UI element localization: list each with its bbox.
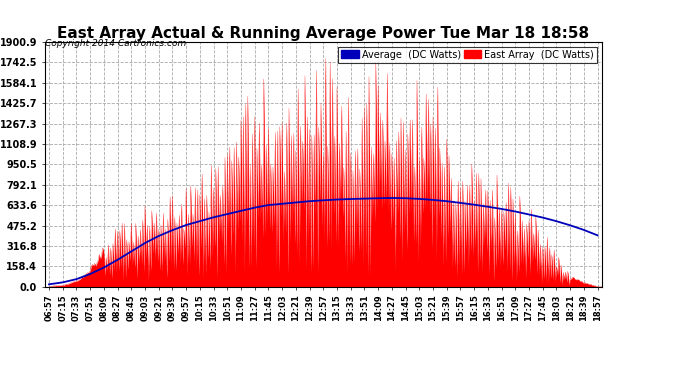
Text: Copyright 2014 Cartronics.com: Copyright 2014 Cartronics.com	[45, 39, 186, 48]
Title: East Array Actual & Running Average Power Tue Mar 18 18:58: East Array Actual & Running Average Powe…	[57, 26, 589, 41]
Legend: Average  (DC Watts), East Array  (DC Watts): Average (DC Watts), East Array (DC Watts…	[338, 47, 597, 63]
